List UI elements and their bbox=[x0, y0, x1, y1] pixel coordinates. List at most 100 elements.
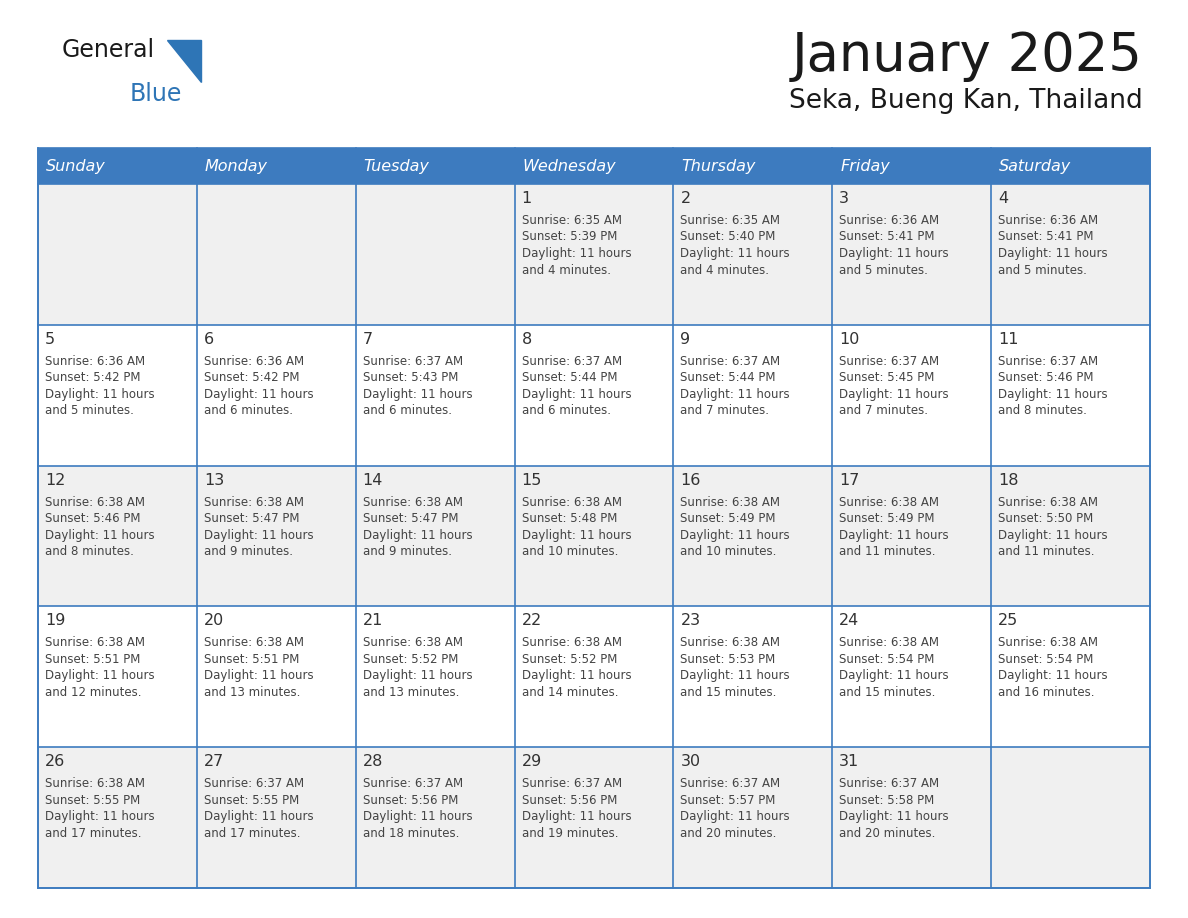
Text: Sunrise: 6:38 AM: Sunrise: 6:38 AM bbox=[204, 496, 304, 509]
Text: Daylight: 11 hours: Daylight: 11 hours bbox=[839, 529, 949, 542]
Text: Daylight: 11 hours: Daylight: 11 hours bbox=[522, 247, 631, 260]
Text: Sunset: 5:50 PM: Sunset: 5:50 PM bbox=[998, 512, 1093, 525]
Text: Sunset: 5:56 PM: Sunset: 5:56 PM bbox=[522, 794, 617, 807]
Text: Sunrise: 6:37 AM: Sunrise: 6:37 AM bbox=[362, 354, 463, 368]
Text: and 13 minutes.: and 13 minutes. bbox=[204, 686, 301, 699]
Text: Daylight: 11 hours: Daylight: 11 hours bbox=[998, 529, 1107, 542]
Text: 30: 30 bbox=[681, 755, 701, 769]
Text: Daylight: 11 hours: Daylight: 11 hours bbox=[362, 387, 473, 401]
Text: Sunrise: 6:37 AM: Sunrise: 6:37 AM bbox=[204, 778, 304, 790]
Text: 17: 17 bbox=[839, 473, 860, 487]
Text: and 13 minutes.: and 13 minutes. bbox=[362, 686, 459, 699]
Text: Sunrise: 6:37 AM: Sunrise: 6:37 AM bbox=[998, 354, 1098, 368]
Text: and 10 minutes.: and 10 minutes. bbox=[681, 545, 777, 558]
Text: and 14 minutes.: and 14 minutes. bbox=[522, 686, 618, 699]
Text: 22: 22 bbox=[522, 613, 542, 629]
Text: Sunrise: 6:36 AM: Sunrise: 6:36 AM bbox=[45, 354, 145, 368]
Text: Sunset: 5:58 PM: Sunset: 5:58 PM bbox=[839, 794, 935, 807]
Text: and 9 minutes.: and 9 minutes. bbox=[362, 545, 451, 558]
Text: 11: 11 bbox=[998, 331, 1018, 347]
Text: Daylight: 11 hours: Daylight: 11 hours bbox=[204, 529, 314, 542]
Text: Sunrise: 6:37 AM: Sunrise: 6:37 AM bbox=[839, 778, 940, 790]
Text: Sunday: Sunday bbox=[46, 159, 106, 174]
Text: Sunset: 5:54 PM: Sunset: 5:54 PM bbox=[839, 653, 935, 666]
Text: Daylight: 11 hours: Daylight: 11 hours bbox=[839, 669, 949, 682]
Text: Blue: Blue bbox=[129, 82, 183, 106]
Text: Saturday: Saturday bbox=[999, 159, 1072, 174]
Text: Sunset: 5:48 PM: Sunset: 5:48 PM bbox=[522, 512, 617, 525]
Text: Sunrise: 6:37 AM: Sunrise: 6:37 AM bbox=[362, 778, 463, 790]
Text: and 8 minutes.: and 8 minutes. bbox=[45, 545, 134, 558]
Text: Daylight: 11 hours: Daylight: 11 hours bbox=[681, 811, 790, 823]
Text: Sunset: 5:44 PM: Sunset: 5:44 PM bbox=[681, 371, 776, 385]
Text: Sunset: 5:40 PM: Sunset: 5:40 PM bbox=[681, 230, 776, 243]
Text: Daylight: 11 hours: Daylight: 11 hours bbox=[839, 387, 949, 401]
Text: 8: 8 bbox=[522, 331, 532, 347]
Text: 7: 7 bbox=[362, 331, 373, 347]
Text: and 19 minutes.: and 19 minutes. bbox=[522, 827, 618, 840]
Text: Sunset: 5:47 PM: Sunset: 5:47 PM bbox=[362, 512, 459, 525]
Text: 12: 12 bbox=[45, 473, 65, 487]
Text: 3: 3 bbox=[839, 191, 849, 206]
Text: Sunset: 5:52 PM: Sunset: 5:52 PM bbox=[522, 653, 617, 666]
Text: and 11 minutes.: and 11 minutes. bbox=[998, 545, 1094, 558]
Text: and 5 minutes.: and 5 minutes. bbox=[839, 263, 928, 276]
Text: Sunset: 5:49 PM: Sunset: 5:49 PM bbox=[681, 512, 776, 525]
Text: Daylight: 11 hours: Daylight: 11 hours bbox=[681, 387, 790, 401]
Text: Friday: Friday bbox=[840, 159, 890, 174]
Text: Daylight: 11 hours: Daylight: 11 hours bbox=[362, 669, 473, 682]
Text: Sunrise: 6:38 AM: Sunrise: 6:38 AM bbox=[362, 636, 462, 649]
Text: Sunrise: 6:36 AM: Sunrise: 6:36 AM bbox=[998, 214, 1098, 227]
Text: Sunset: 5:43 PM: Sunset: 5:43 PM bbox=[362, 371, 459, 385]
Text: Daylight: 11 hours: Daylight: 11 hours bbox=[839, 811, 949, 823]
Text: January 2025: January 2025 bbox=[792, 30, 1143, 82]
Text: and 20 minutes.: and 20 minutes. bbox=[839, 827, 936, 840]
Text: Sunrise: 6:38 AM: Sunrise: 6:38 AM bbox=[45, 496, 145, 509]
Text: 31: 31 bbox=[839, 755, 860, 769]
Bar bbox=[38, 607, 1150, 747]
Text: Monday: Monday bbox=[204, 159, 267, 174]
Text: 26: 26 bbox=[45, 755, 65, 769]
Text: Sunrise: 6:36 AM: Sunrise: 6:36 AM bbox=[839, 214, 940, 227]
Text: and 8 minutes.: and 8 minutes. bbox=[998, 404, 1087, 418]
Text: Sunset: 5:39 PM: Sunset: 5:39 PM bbox=[522, 230, 617, 243]
Text: and 6 minutes.: and 6 minutes. bbox=[362, 404, 451, 418]
Text: Daylight: 11 hours: Daylight: 11 hours bbox=[204, 811, 314, 823]
Text: Sunset: 5:49 PM: Sunset: 5:49 PM bbox=[839, 512, 935, 525]
Text: and 15 minutes.: and 15 minutes. bbox=[839, 686, 936, 699]
Text: Sunset: 5:55 PM: Sunset: 5:55 PM bbox=[204, 794, 299, 807]
Polygon shape bbox=[168, 40, 201, 82]
Text: Sunrise: 6:37 AM: Sunrise: 6:37 AM bbox=[681, 354, 781, 368]
Text: General: General bbox=[62, 38, 156, 62]
Text: Daylight: 11 hours: Daylight: 11 hours bbox=[681, 669, 790, 682]
Text: Sunset: 5:52 PM: Sunset: 5:52 PM bbox=[362, 653, 459, 666]
Text: Daylight: 11 hours: Daylight: 11 hours bbox=[204, 387, 314, 401]
Text: 14: 14 bbox=[362, 473, 383, 487]
Text: 23: 23 bbox=[681, 613, 701, 629]
Text: 9: 9 bbox=[681, 331, 690, 347]
Text: Daylight: 11 hours: Daylight: 11 hours bbox=[45, 387, 154, 401]
Text: Sunrise: 6:38 AM: Sunrise: 6:38 AM bbox=[681, 636, 781, 649]
Text: Sunrise: 6:35 AM: Sunrise: 6:35 AM bbox=[522, 214, 621, 227]
Text: Sunset: 5:47 PM: Sunset: 5:47 PM bbox=[204, 512, 299, 525]
Text: and 12 minutes.: and 12 minutes. bbox=[45, 686, 141, 699]
Text: 21: 21 bbox=[362, 613, 383, 629]
Text: Sunrise: 6:37 AM: Sunrise: 6:37 AM bbox=[522, 778, 621, 790]
Text: and 20 minutes.: and 20 minutes. bbox=[681, 827, 777, 840]
Text: 2: 2 bbox=[681, 191, 690, 206]
Text: Sunrise: 6:37 AM: Sunrise: 6:37 AM bbox=[522, 354, 621, 368]
Text: 19: 19 bbox=[45, 613, 65, 629]
Text: 6: 6 bbox=[204, 331, 214, 347]
Text: Sunrise: 6:38 AM: Sunrise: 6:38 AM bbox=[681, 496, 781, 509]
Text: and 10 minutes.: and 10 minutes. bbox=[522, 545, 618, 558]
Text: Tuesday: Tuesday bbox=[364, 159, 430, 174]
Text: and 17 minutes.: and 17 minutes. bbox=[204, 827, 301, 840]
Text: Daylight: 11 hours: Daylight: 11 hours bbox=[45, 529, 154, 542]
Text: Sunset: 5:54 PM: Sunset: 5:54 PM bbox=[998, 653, 1093, 666]
Text: and 6 minutes.: and 6 minutes. bbox=[204, 404, 293, 418]
Text: 28: 28 bbox=[362, 755, 383, 769]
Text: and 7 minutes.: and 7 minutes. bbox=[681, 404, 770, 418]
Text: Sunrise: 6:36 AM: Sunrise: 6:36 AM bbox=[204, 354, 304, 368]
Text: Sunrise: 6:38 AM: Sunrise: 6:38 AM bbox=[998, 636, 1098, 649]
Text: 15: 15 bbox=[522, 473, 542, 487]
